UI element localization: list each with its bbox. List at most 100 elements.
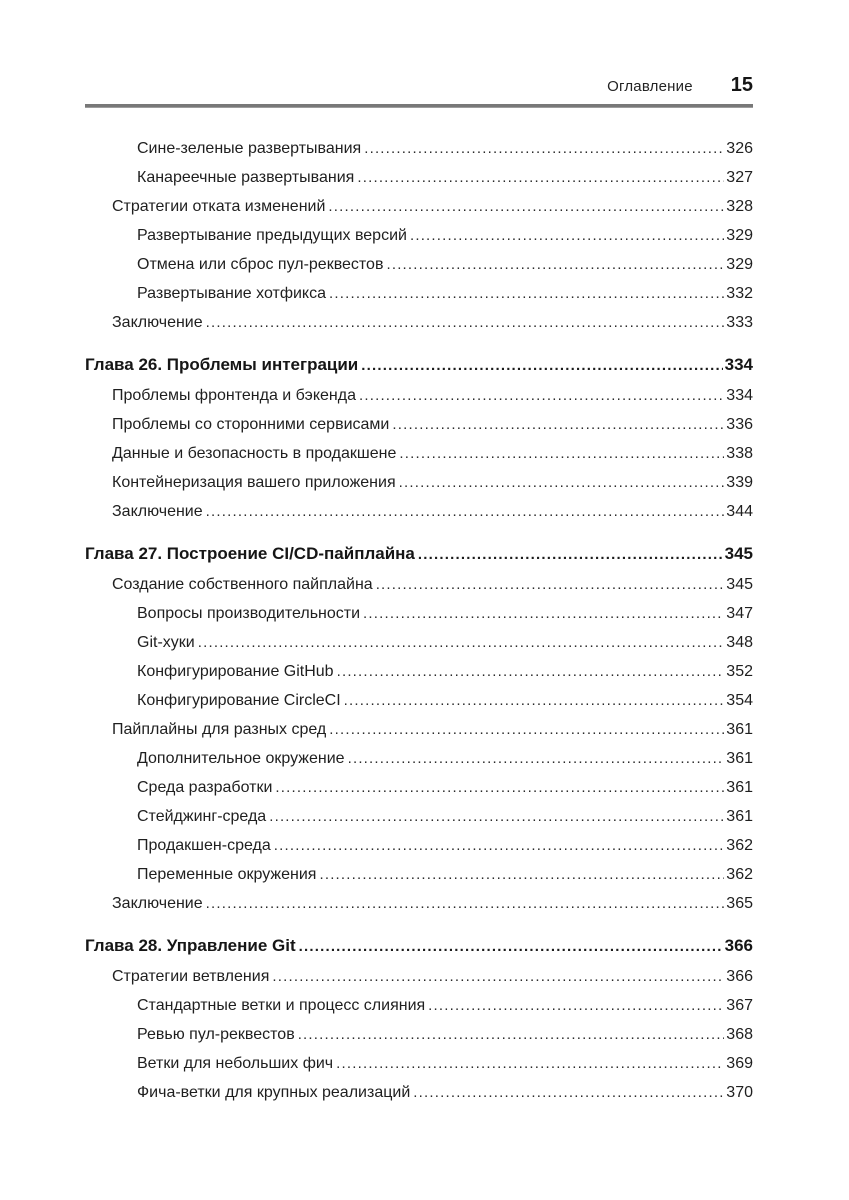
toc-entry-page: 361 [726,750,753,767]
toc-leader-dots [206,889,725,918]
toc-entry-title: Стратегии ветвления [112,968,270,985]
toc-entry: Глава 28. Управление Git 366 [85,931,753,960]
running-head-title: Оглавление [607,78,693,95]
toc-entry: Стандартные ветки и процесс слияния 367 [85,991,753,1020]
toc-entry-page: 339 [726,474,753,491]
toc-entry-page: 361 [726,779,753,796]
toc-list: Сине-зеленые развертывания 326 Канареечн… [85,134,753,1107]
toc-entry-title: Создание собственного пайплайна [112,576,373,593]
toc-leader-dots [418,539,723,569]
toc-entry: Создание собственного пайплайна 345 [85,570,753,599]
toc-entry-title: Глава 28. Управление Git [85,936,296,955]
toc-entry-title: Отмена или сброс пул-реквестов [137,256,384,273]
toc-leader-dots [392,410,724,439]
toc-entry-page: 336 [726,416,753,433]
toc-entry: Стратегии ветвления 366 [85,962,753,991]
toc-entry: Сине-зеленые развертывания 326 [85,134,753,163]
toc-entry-title: Среда разработки [137,779,273,796]
toc-entry-title: Ветки для небольших фич [137,1055,334,1072]
toc-entry-page: 370 [726,1084,753,1101]
toc-entry-page: 345 [724,544,753,563]
toc-entry-page: 345 [726,576,753,593]
toc-entry-title: Развертывание предыдущих версий [137,227,407,244]
toc-entry-title: Проблемы фронтенда и бэкенда [112,387,356,404]
toc-entry: Вопросы производительности 347 [85,599,753,628]
toc-leader-dots [344,686,725,715]
toc-leader-dots [363,599,724,628]
toc-entry-page: 352 [726,663,753,680]
header-rule [85,104,753,108]
toc-entry-title: Конфигурирование CircleCI [137,692,341,709]
toc-leader-dots [348,744,725,773]
toc-entry-title: Вопросы производительности [137,605,361,622]
toc-entry-page: 333 [726,314,753,331]
toc-leader-dots [386,250,724,279]
toc-entry-title: Данные и безопасность в продакшене [112,445,397,462]
toc-entry-page: 367 [726,997,753,1014]
toc-leader-dots [399,439,724,468]
toc-leader-dots [336,1049,724,1078]
toc-entry-title: Заключение [112,314,203,331]
toc-entry-page: 338 [726,445,753,462]
toc-entry-page: 366 [724,936,753,955]
toc-entry-page: 334 [726,387,753,404]
toc-entry-page: 334 [724,355,753,374]
toc-entry-title: Стейджинг-среда [137,808,267,825]
toc-entry-page: 328 [726,198,753,215]
toc-entry: Проблемы фронтенда и бэкенда 334 [85,381,753,410]
toc-leader-dots [272,962,724,991]
toc-leader-dots [198,628,725,657]
toc-entry: Отмена или сброс пул-реквестов 329 [85,250,753,279]
toc-entry-page: 361 [726,721,753,738]
toc-entry: Заключение 333 [85,308,753,337]
toc-entry: Заключение 365 [85,889,753,918]
toc-leader-dots [299,931,723,961]
toc-entry: Дополнительное окружение 361 [85,744,753,773]
toc-leader-dots [399,468,725,497]
toc-entry-title: Фича-ветки для крупных реализаций [137,1084,411,1101]
toc-entry: Конфигурирование CircleCI 354 [85,686,753,715]
toc-entry: Git-хуки 348 [85,628,753,657]
toc-entry-title: Проблемы со сторонними сервисами [112,416,390,433]
toc-leader-dots [329,715,724,744]
toc-leader-dots [206,497,725,526]
toc-entry-title: Контейнеризация вашего приложения [112,474,396,491]
toc-entry: Переменные окружения 362 [85,860,753,889]
toc-entry-page: 329 [726,227,753,244]
toc-leader-dots [337,657,725,686]
toc-entry-title: Дополнительное окружение [137,750,345,767]
toc-leader-dots [328,192,724,221]
toc-entry: Развертывание предыдущих версий 329 [85,221,753,250]
toc-entry: Данные и безопасность в продакшене 338 [85,439,753,468]
toc-entry-title: Ревью пул-реквестов [137,1026,295,1043]
toc-entry-title: Стратегии отката изменений [112,198,326,215]
toc-entry-page: 362 [726,866,753,883]
toc-entry: Канареечные развертывания 327 [85,163,753,192]
toc-entry: Фича-ветки для крупных реализаций 370 [85,1078,753,1107]
toc-leader-dots [410,221,724,250]
toc-entry: Развертывание хотфикса 332 [85,279,753,308]
toc-entry: Пайплайны для разных сред 361 [85,715,753,744]
toc-entry: Ветки для небольших фич 369 [85,1049,753,1078]
toc-leader-dots [376,570,725,599]
toc-page: Оглавление 15 Сине-зеленые развертывания… [85,0,753,1107]
toc-entry-page: 354 [726,692,753,709]
toc-leader-dots [206,308,725,337]
toc-entry: Конфигурирование GitHub 352 [85,657,753,686]
toc-entry-title: Стандартные ветки и процесс слияния [137,997,426,1014]
toc-entry-title: Заключение [112,503,203,520]
toc-leader-dots [319,860,724,889]
toc-leader-dots [269,802,724,831]
toc-leader-dots [361,350,722,380]
toc-entry-title: Сине-зеленые развертывания [137,140,362,157]
toc-entry-page: 361 [726,808,753,825]
toc-leader-dots [274,831,725,860]
toc-entry-title: Глава 27. Построение CI/CD-пайплайна [85,544,415,563]
toc-entry: Ревью пул-реквестов 368 [85,1020,753,1049]
toc-entry: Продакшен-среда 362 [85,831,753,860]
toc-entry-title: Конфигурирование GitHub [137,663,334,680]
toc-entry-page: 369 [726,1055,753,1072]
toc-entry-page: 366 [726,968,753,985]
toc-entry-page: 327 [726,169,753,186]
toc-leader-dots [428,991,724,1020]
